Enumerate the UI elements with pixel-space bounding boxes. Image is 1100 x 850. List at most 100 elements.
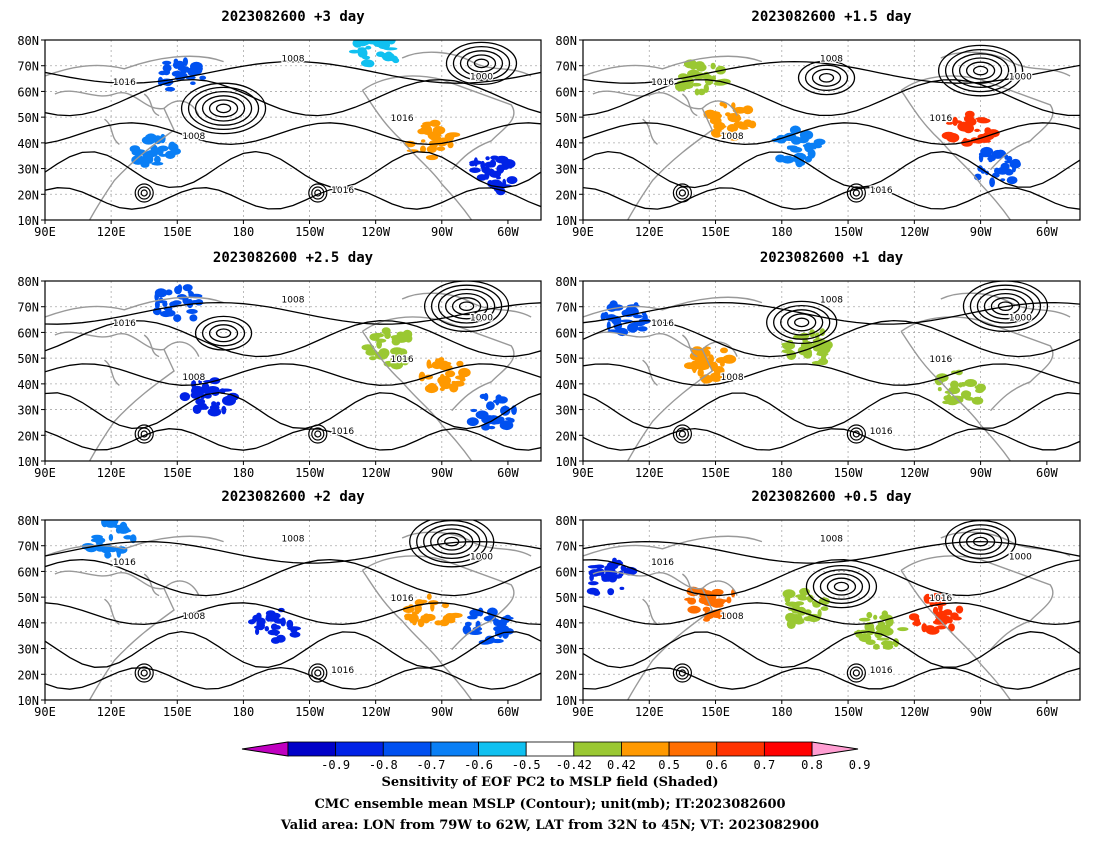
colorbar-label: 0.9: [849, 758, 871, 772]
coastline: [900, 570, 1011, 700]
sensitivity-shading: [477, 607, 484, 617]
sensitivity-shading: [449, 383, 459, 393]
map-panel: 1016 1008 1016 1000 1008 1016 2023082600 +2 da…: [17, 489, 542, 719]
sensitivity-shading: [694, 88, 700, 96]
contour-label: 1016: [651, 319, 674, 329]
sensitivity-shading: [418, 371, 426, 382]
coastline: [54, 331, 175, 461]
sensitivity-shading: [952, 137, 957, 143]
lon-label: 180: [233, 225, 255, 239]
low-pressure-center: [208, 99, 239, 118]
contour-label: 1016: [929, 355, 952, 365]
map-area: 1016 1008 1016 1000 1008 1016: [45, 40, 541, 220]
sensitivity-shading: [274, 631, 279, 636]
sensitivity-shading: [703, 83, 709, 93]
low-pressure-center: [965, 61, 996, 80]
low-pressure-center: [773, 304, 831, 340]
sensitivity-shading: [390, 360, 404, 370]
low-pressure-center: [201, 95, 246, 122]
sensitivity-shading: [164, 86, 176, 92]
low-pressure-center: [194, 315, 253, 351]
sensitivity-shading: [256, 617, 266, 626]
coastline: [143, 93, 160, 117]
low-pressure-center: [969, 284, 1042, 328]
sensitivity-shading: [439, 364, 453, 371]
sensitivity-shading: [876, 637, 890, 641]
sensitivity-shading: [501, 162, 510, 170]
sensitivity-shading: [280, 617, 286, 627]
colorbar-min-arrow: [241, 741, 289, 757]
lat-label: 10N: [555, 455, 577, 469]
sensitivity-shading: [91, 534, 103, 540]
contour-label: 1008: [820, 296, 843, 306]
coastline: [642, 359, 658, 386]
contour-label: 1016: [870, 666, 893, 676]
isobar: [45, 363, 541, 386]
sensitivity-shading: [726, 596, 732, 604]
sensitivity-shading: [723, 103, 728, 109]
colorbar-label: -0.6: [464, 758, 493, 772]
sensitivity-shading: [182, 284, 193, 292]
pressure-center: [140, 189, 148, 197]
sensitivity-shading: [170, 148, 177, 153]
sensitivity-shading: [960, 390, 972, 399]
sensitivity-shading: [708, 354, 714, 364]
lon-label: 120W: [900, 466, 930, 480]
coastline: [642, 598, 658, 625]
lon-label: 150E: [701, 466, 730, 480]
pressure-center: [846, 663, 866, 683]
low-pressure-center: [215, 328, 232, 339]
lat-label: 40N: [17, 378, 39, 392]
colorbar: -0.9 -0.8 -0.7 -0.6 -0.5 -0.42 0.42 0.5 0.6 0.7 0.…: [241, 741, 871, 772]
sensitivity-shading: [994, 167, 1000, 175]
contour-label: 1016: [391, 114, 414, 124]
lat-label: 50N: [17, 352, 39, 366]
colorbar-label: 0.8: [801, 758, 823, 772]
contour-label: 1016: [929, 114, 952, 124]
lon-label: 120W: [361, 225, 391, 239]
contour-label: 1000: [1009, 73, 1032, 83]
lon-label: 60W: [1036, 466, 1058, 480]
sensitivity-shading: [173, 314, 182, 322]
map-area: 1016 1008 1016 1000 1008 1016: [45, 281, 541, 461]
coastline: [163, 341, 200, 357]
sensitivity-shading: [943, 395, 951, 401]
low-pressure-center: [826, 577, 857, 596]
colorbar-swatch: [573, 741, 622, 757]
low-pressure-center: [444, 536, 460, 547]
pressure-center: [678, 430, 687, 438]
coastline: [104, 598, 120, 625]
isobar: [45, 558, 541, 597]
lon-label: 60W: [497, 466, 519, 480]
sensitivity-shading: [429, 119, 441, 127]
lat-label: 60N: [17, 565, 39, 579]
sensitivity-shading: [974, 385, 981, 390]
sensitivity-shading: [348, 49, 360, 54]
sensitivity-shading: [717, 375, 730, 379]
isobar: [583, 602, 1080, 626]
low-pressure-center: [797, 60, 856, 96]
low-pressure-center: [812, 569, 871, 605]
sensitivity-shading: [426, 145, 437, 153]
low-pressure-center: [430, 528, 474, 555]
pressure-center: [849, 427, 863, 441]
lat-label: 60N: [555, 85, 577, 99]
sensitivity-shading: [182, 57, 188, 66]
sensitivity-shading: [188, 291, 194, 299]
lon-label: 150E: [163, 225, 192, 239]
sensitivity-shading: [797, 136, 809, 144]
lon-label: 180: [233, 705, 255, 719]
lat-label: 80N: [17, 34, 39, 48]
colorbar-label: -0.5: [512, 758, 541, 772]
low-pressure-center: [794, 317, 810, 328]
contour-label: 1016: [113, 558, 136, 568]
sensitivity-shading: [469, 167, 481, 173]
contour-label: 1016: [331, 666, 354, 676]
colorbar-label: 0.7: [754, 758, 776, 772]
low-pressure-center: [972, 65, 989, 76]
pressure-center: [672, 424, 693, 444]
sensitivity-shading: [162, 60, 172, 65]
contour-label: 1016: [331, 427, 354, 437]
contour-label: 1008: [182, 132, 205, 142]
coastline: [45, 55, 224, 77]
